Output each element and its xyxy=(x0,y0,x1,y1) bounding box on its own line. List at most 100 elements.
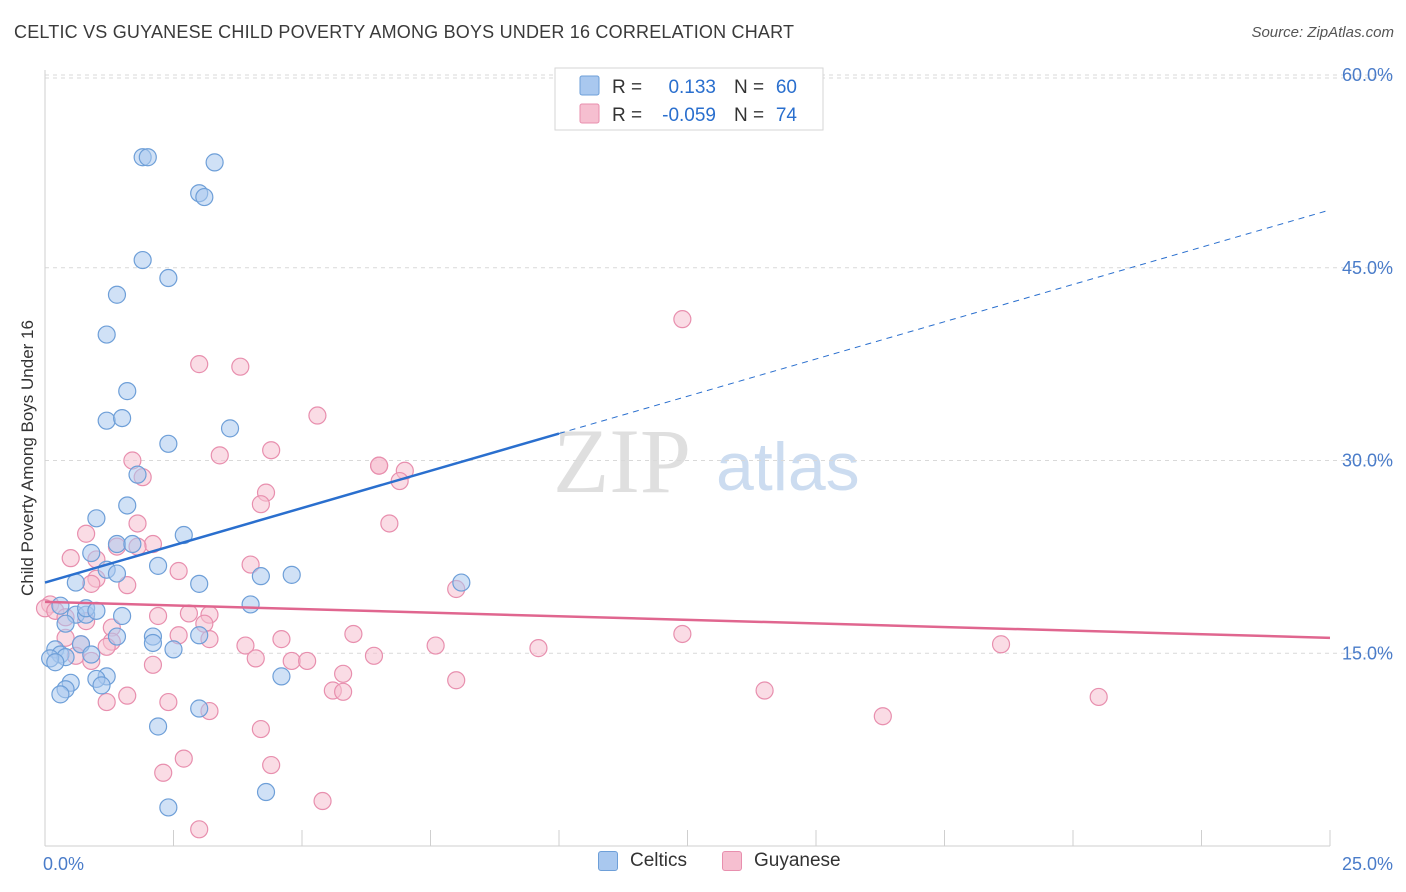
guyanese-point xyxy=(82,574,101,593)
celtic-point xyxy=(190,574,209,593)
celtic-point xyxy=(190,626,209,645)
guyanese-point xyxy=(190,820,209,839)
guyanese-point xyxy=(190,355,209,374)
celtic-point xyxy=(107,285,127,304)
legend-box xyxy=(554,67,824,131)
watermark-atlas: atlas xyxy=(716,429,860,505)
celtic-point xyxy=(251,567,270,586)
legend-celtic-swatch xyxy=(579,75,600,96)
series-legend: Celtics Guyanese xyxy=(0,850,1406,880)
guyanese-point xyxy=(118,576,137,595)
guyanese-point xyxy=(380,514,399,533)
celtic-point xyxy=(123,534,142,554)
celtic-point xyxy=(87,601,106,620)
guyanese-point xyxy=(97,692,116,712)
x-tick-label: 25.0% xyxy=(1342,854,1393,874)
guyanese-point xyxy=(873,707,892,726)
legend-celtic-r-value: 0.133 xyxy=(668,77,716,98)
celtic-point xyxy=(220,419,240,438)
guyanese-points xyxy=(35,310,1108,839)
celtic-point xyxy=(92,676,111,695)
celtic-point xyxy=(282,565,301,584)
celtic-point xyxy=(195,187,214,207)
celtic-point xyxy=(112,606,132,626)
guyanese-point xyxy=(159,692,178,712)
guyanese-point xyxy=(262,755,281,775)
guyanese-point xyxy=(154,763,173,782)
celtic-point xyxy=(87,509,106,528)
celtic-points xyxy=(41,148,471,817)
celtic-point xyxy=(107,627,127,646)
legend-celtic-n-label: N = xyxy=(734,77,764,98)
celtic-point xyxy=(133,250,152,270)
guyanese-point xyxy=(241,555,260,574)
celtics-swatch xyxy=(598,851,618,871)
guyanese-point xyxy=(210,446,229,465)
guyanese-point xyxy=(179,604,199,623)
y-tick-label: 45.0% xyxy=(1342,258,1393,278)
celtic-point xyxy=(148,717,168,736)
guyanese-point xyxy=(298,651,317,671)
legend-celtic-r-label: R = xyxy=(612,77,642,98)
guyanese-point xyxy=(282,651,301,671)
guyanese-point xyxy=(334,682,353,701)
celtic-point xyxy=(56,614,75,633)
source-credit: Source: ZipAtlas.com xyxy=(1251,24,1394,41)
axes xyxy=(44,70,1331,847)
y-tick-labels: 15.0% 30.0% 45.0% 60.0% xyxy=(1342,65,1393,663)
guyanese-swatch xyxy=(722,851,742,871)
celtic-point xyxy=(118,382,137,401)
guyanese-point xyxy=(251,495,270,514)
celtic-point xyxy=(241,595,260,614)
celtic-point xyxy=(51,596,70,615)
celtic-point xyxy=(138,148,157,167)
celtic-point xyxy=(159,268,178,288)
legend-guyanese-n-value: 74 xyxy=(776,105,798,126)
guyanese-point xyxy=(231,357,250,376)
celtic-point xyxy=(46,653,65,672)
guyanese-point xyxy=(1089,687,1108,707)
guyanese-point xyxy=(334,664,353,683)
y-tick-label: 60.0% xyxy=(1342,65,1393,85)
guyanese-point xyxy=(364,646,384,665)
guyanese-point xyxy=(673,624,692,644)
legend-guyanese-swatch xyxy=(579,103,600,124)
celtic-point xyxy=(51,685,70,704)
guyanese-point xyxy=(991,635,1011,654)
celtic-point xyxy=(256,782,276,802)
legend-item-celtics[interactable]: Celtics xyxy=(598,850,687,872)
celtics-label: Celtics xyxy=(630,850,688,871)
guyanese-trend-line xyxy=(44,600,1331,640)
celtic-point xyxy=(82,645,101,664)
celtic-point xyxy=(143,633,163,653)
y-tick-label: 15.0% xyxy=(1342,643,1393,663)
guyanese-point xyxy=(77,524,96,543)
guyanese-point xyxy=(169,561,188,581)
celtic-point xyxy=(159,434,178,453)
guyanese-point xyxy=(308,406,327,425)
guyanese-point xyxy=(755,681,774,700)
celtic-point xyxy=(107,534,127,554)
legend-item-guyanese[interactable]: Guyanese xyxy=(722,850,841,872)
guyanese-point xyxy=(272,630,291,649)
celtic-point xyxy=(164,640,183,659)
guyanese-point xyxy=(370,456,389,475)
guyanese-point xyxy=(118,686,137,705)
trend-lines xyxy=(44,209,1331,640)
celtic-point xyxy=(272,667,291,686)
celtic-trend-line xyxy=(44,432,560,584)
guyanese-point xyxy=(673,310,692,329)
legend-celtic-n-value: 60 xyxy=(776,77,797,98)
celtic-point xyxy=(452,573,471,592)
celtic-point xyxy=(190,699,209,718)
celtic-point xyxy=(118,496,137,515)
guyanese-point xyxy=(447,671,466,690)
x-tick-labels: 0.0% 25.0% xyxy=(43,854,1393,874)
x-tick-label: 0.0% xyxy=(43,854,84,874)
guyanese-point xyxy=(262,441,281,460)
celtic-point xyxy=(82,543,101,563)
guyanese-label: Guyanese xyxy=(754,850,841,871)
guyanese-point xyxy=(426,636,445,655)
guyanese-point xyxy=(344,624,363,644)
celtic-point xyxy=(97,411,116,430)
